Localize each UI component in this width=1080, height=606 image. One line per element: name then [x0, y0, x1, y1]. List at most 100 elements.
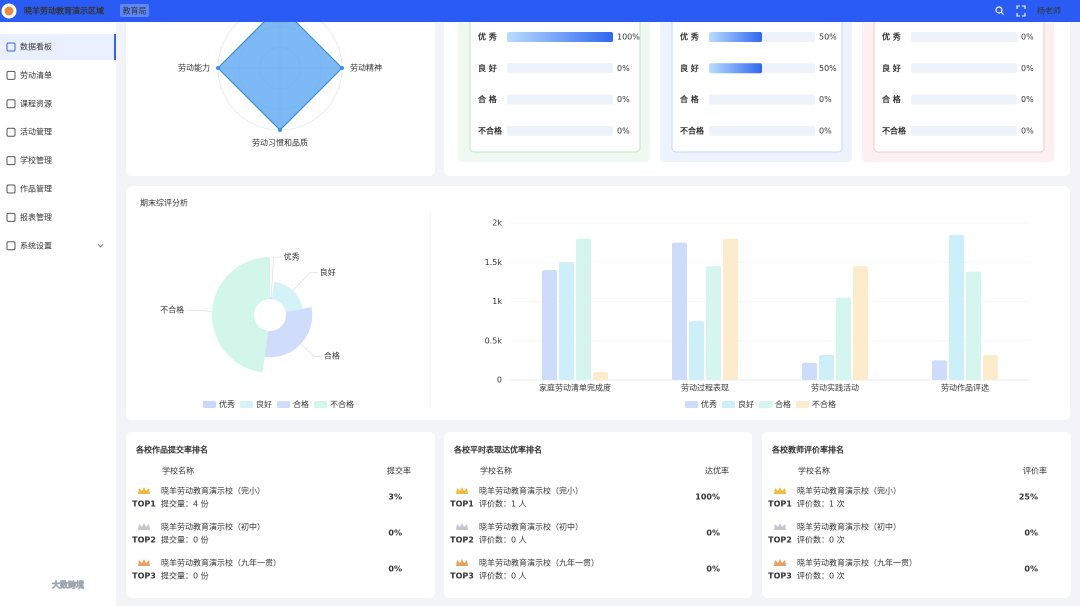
- crown-icon: [456, 559, 468, 566]
- crown-icon: [138, 559, 150, 566]
- rank-label: TOP3: [132, 572, 156, 581]
- school-detail: 提交量：4 份: [161, 499, 209, 509]
- school-detail: 评价数：0 次: [797, 535, 845, 545]
- card: [762, 432, 1071, 598]
- y-tick-label: 1.5k: [485, 258, 503, 267]
- menu-icon: [6, 241, 16, 251]
- x-tick-label: 家庭劳动清单完成度: [539, 383, 611, 393]
- pie-label: 优秀: [284, 252, 300, 262]
- rank-label: TOP3: [768, 572, 792, 581]
- grade-label: 优 秀: [882, 32, 902, 42]
- pie-label: 不合格: [160, 305, 184, 315]
- rank-label: TOP2: [132, 536, 156, 545]
- y-tick-label: 1k: [492, 297, 502, 306]
- rate-value: 0%: [388, 565, 402, 574]
- grade-percent: 0%: [1021, 126, 1034, 135]
- progress-bar: [507, 32, 613, 42]
- badge: 教育局: [123, 6, 147, 16]
- rate-value: 0%: [1024, 565, 1038, 574]
- rate-value: 3%: [388, 493, 402, 502]
- column-header: 评价率: [1023, 466, 1047, 476]
- grade-label: 不合格: [680, 125, 705, 135]
- progress-track: [911, 125, 1017, 136]
- school-name: 晓羊劳动教育演示校（完小）: [161, 486, 265, 496]
- legend-label: 良好: [256, 399, 272, 409]
- menu-item[interactable]: 作品管理: [20, 184, 52, 194]
- search-icon[interactable]: [995, 6, 1003, 14]
- menu-item[interactable]: 课程资源: [20, 98, 52, 108]
- school-name: 晓羊劳动教育演示校（九年一贯）: [479, 558, 599, 568]
- legend-swatch: [240, 401, 253, 408]
- pie-leader: [300, 343, 322, 357]
- bar: [559, 262, 574, 380]
- menu-item[interactable]: 系统设置: [20, 240, 52, 250]
- grade-label: 优 秀: [478, 32, 498, 42]
- grade-percent: 0%: [1021, 95, 1034, 104]
- rate-value: 100%: [695, 493, 720, 502]
- school-detail: 评价数：0 次: [797, 571, 845, 581]
- grade-label: 合 格: [679, 94, 700, 104]
- top-bar: [0, 0, 1080, 22]
- menu-item[interactable]: 学校管理: [20, 155, 52, 165]
- logo-mark: [4, 6, 14, 16]
- legend-label: 合格: [775, 399, 791, 409]
- crown-icon: [456, 487, 468, 494]
- legend-label: 合格: [293, 399, 309, 409]
- rate-value: 25%: [1019, 493, 1038, 502]
- progress-track: [911, 32, 1017, 42]
- grade-percent: 0%: [1021, 33, 1034, 42]
- y-tick-label: 2k: [492, 219, 502, 228]
- legend-swatch: [314, 401, 327, 408]
- legend-swatch: [277, 401, 290, 408]
- pie-leader: [270, 256, 282, 298]
- bar: [983, 354, 998, 380]
- grade-percent: 0%: [617, 64, 630, 73]
- pie-label: 良好: [320, 267, 336, 277]
- legend-label: 优秀: [701, 399, 717, 409]
- card: [126, 432, 435, 598]
- x-tick-label: 劳动过程表现: [681, 383, 729, 393]
- rank-label: TOP3: [450, 572, 474, 581]
- menu-icon: [6, 99, 16, 109]
- bar: [576, 238, 591, 380]
- bar: [593, 372, 608, 380]
- rate-value: 0%: [388, 529, 402, 538]
- ranking-title: 各校平时表现达优率排名: [453, 445, 542, 455]
- progress-track: [507, 94, 613, 105]
- radar-point: [278, 128, 282, 132]
- ranking-title: 各校作品提交率排名: [135, 445, 208, 455]
- menu-item[interactable]: 劳动清单: [20, 70, 52, 80]
- school-name: 晓羊劳动教育演示校（九年一贯）: [797, 558, 917, 568]
- menu-item[interactable]: 活动管理: [20, 127, 52, 137]
- menu-item[interactable]: 数据看板: [20, 42, 52, 52]
- school-detail: 提交量：0 份: [161, 535, 209, 545]
- radar-point: [216, 66, 220, 70]
- rate-value: 0%: [706, 565, 720, 574]
- bar: [966, 271, 981, 380]
- bar: [819, 354, 834, 380]
- radar-label: 劳动习惯和品质: [252, 138, 308, 148]
- y-tick-label: 0: [497, 376, 502, 385]
- grade-percent: 0%: [819, 95, 832, 104]
- crown-icon: [138, 523, 150, 530]
- grade-percent: 0%: [617, 95, 630, 104]
- progress-track: [507, 63, 613, 74]
- user-name[interactable]: 杨老师: [1037, 6, 1061, 16]
- bar: [723, 238, 738, 380]
- column-header: 学校名称: [480, 466, 512, 476]
- active-indicator: [114, 34, 116, 60]
- legend-swatch: [203, 401, 216, 408]
- x-tick-label: 劳动作品评选: [941, 383, 989, 393]
- legend-swatch: [759, 401, 772, 408]
- school-detail: 评价数：1 次: [797, 499, 845, 509]
- progress-track: [507, 125, 613, 136]
- grade-label: 合 格: [881, 94, 902, 104]
- chevron: [97, 243, 104, 248]
- fullscreen-icon[interactable]: [1016, 5, 1026, 17]
- y-tick-label: 0.5k: [485, 336, 503, 345]
- menu-icon: [6, 70, 16, 80]
- menu-item[interactable]: 报表管理: [20, 212, 52, 222]
- pie-slice: [211, 257, 270, 373]
- badge-bg: [120, 4, 149, 17]
- column-header: 学校名称: [162, 466, 194, 476]
